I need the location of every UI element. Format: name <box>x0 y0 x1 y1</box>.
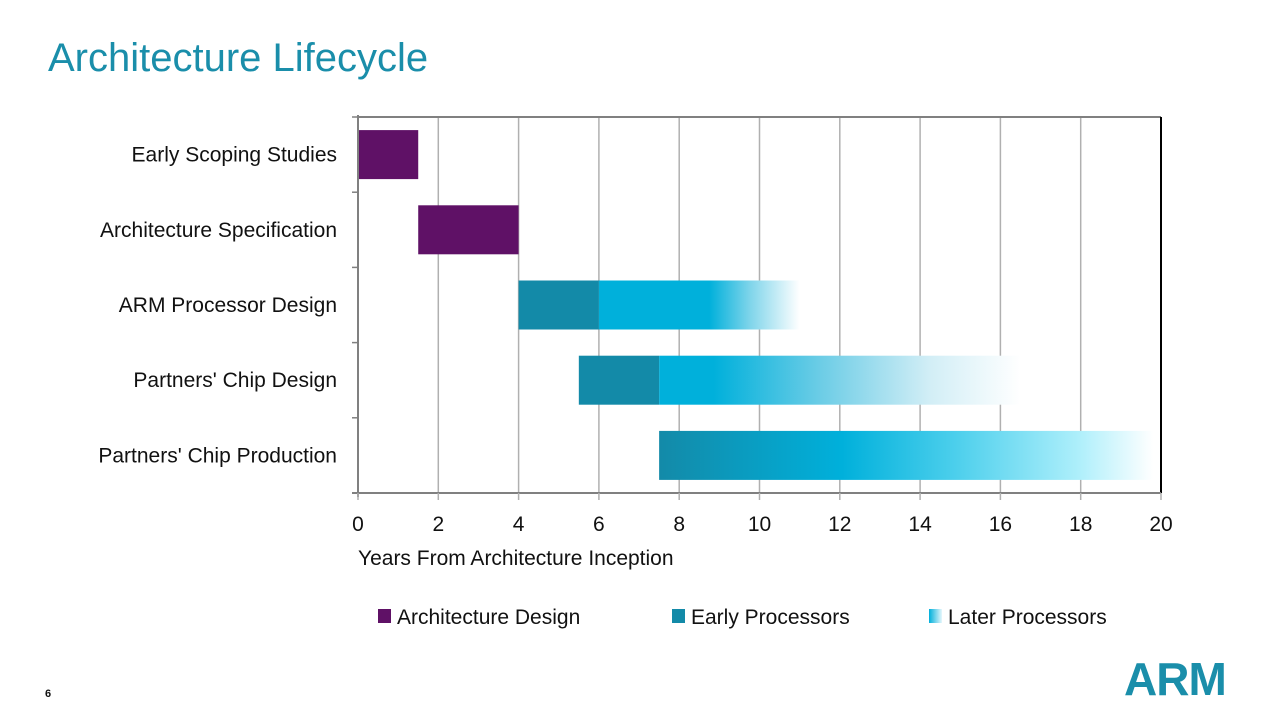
legend-label-architecture-design: Architecture Design <box>397 606 580 629</box>
x-axis-title: Years From Architecture Inception <box>358 547 674 570</box>
bar-early-processors-partners-chip-design <box>578 355 660 405</box>
legend-label-early-processors: Early Processors <box>691 606 850 629</box>
legend-swatch-architecture-design <box>378 609 391 623</box>
x-tick-label: 2 <box>432 513 444 536</box>
category-label: ARM Processor Design <box>119 294 337 317</box>
legend-label-later-processors: Later Processors <box>948 606 1107 629</box>
x-tick-label: 20 <box>1149 513 1172 536</box>
x-tick-label: 6 <box>593 513 605 536</box>
x-tick-label: 16 <box>989 513 1012 536</box>
category-label: Partners' Chip Design <box>133 369 337 392</box>
category-label: Architecture Specification <box>100 219 337 242</box>
page-number: 6 <box>45 688 52 700</box>
bar-later-processors-partners-chip-production <box>659 430 1153 480</box>
arm-logo: ARM <box>1124 653 1227 705</box>
bar-early-processors-arm-processor-design <box>518 280 599 330</box>
legend-swatch-early-processors <box>672 609 685 623</box>
axes <box>352 115 1162 500</box>
x-tick-label: 18 <box>1069 513 1092 536</box>
x-tick-label: 4 <box>513 513 525 536</box>
x-tick-label: 0 <box>352 513 364 536</box>
labels: Early Scoping Studies Architecture Specif… <box>98 144 1172 570</box>
x-tick-label: 14 <box>908 513 932 536</box>
category-label: Partners' Chip Production <box>98 444 337 467</box>
x-tick-label: 8 <box>673 513 685 536</box>
bar-later-processors-arm-processor-design <box>598 280 800 330</box>
bar-architecture-design-architecture-specification <box>418 205 519 255</box>
x-tick-label: 12 <box>828 513 851 536</box>
bars <box>358 130 1153 480</box>
category-label: Early Scoping Studies <box>132 144 337 167</box>
legend: Architecture Design Early Processors Later… <box>378 606 1107 629</box>
bar-architecture-design-early-scoping-studies <box>358 130 419 180</box>
slide-title: Architecture Lifecycle <box>48 36 429 80</box>
legend-swatch-later-processors <box>929 609 942 623</box>
bar-later-processors-partners-chip-design <box>659 355 1021 405</box>
x-tick-label: 10 <box>748 513 771 536</box>
